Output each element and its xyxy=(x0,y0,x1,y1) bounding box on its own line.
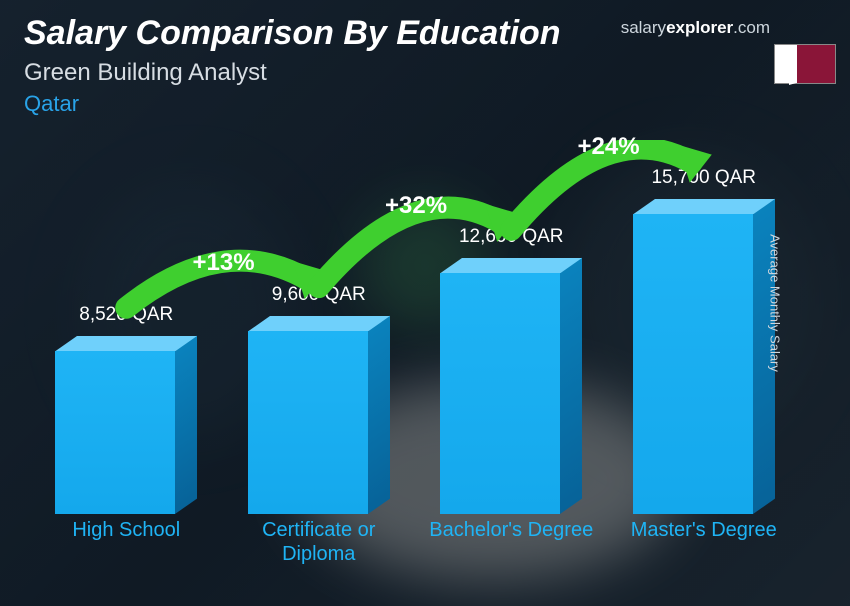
qatar-flag-icon xyxy=(774,44,836,84)
increase-pct-1: +32% xyxy=(385,192,447,220)
header: Salary Comparison By Education Green Bui… xyxy=(24,14,561,117)
increase-pct-0: +13% xyxy=(193,249,255,277)
brand-suffix: .com xyxy=(733,18,770,37)
brand-bold: explorer xyxy=(666,18,733,37)
chart-country: Qatar xyxy=(24,91,561,117)
bar-chart: 8,520 QAR9,600 QAR12,600 QAR15,700 QAR H… xyxy=(30,140,800,578)
brand-prefix: salary xyxy=(621,18,666,37)
increase-pct-2: +24% xyxy=(578,133,640,161)
chart-subtitle: Green Building Analyst xyxy=(24,59,561,87)
y-axis-label: Average Monthly Salary xyxy=(768,234,783,372)
brand-watermark: salaryexplorer.com xyxy=(621,18,770,38)
chart-title: Salary Comparison By Education xyxy=(24,14,561,53)
